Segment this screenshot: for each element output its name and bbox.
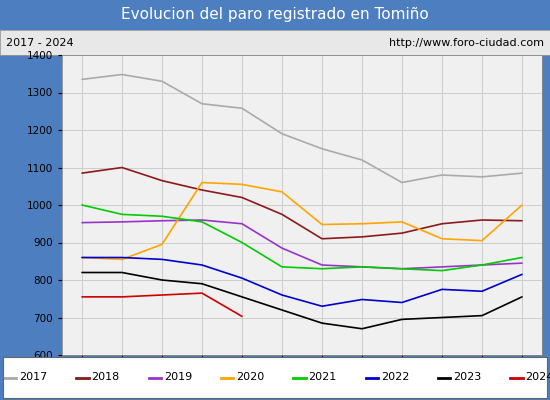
Text: 2021: 2021 [309, 372, 337, 382]
Text: 2024: 2024 [525, 372, 550, 382]
Text: 2019: 2019 [164, 372, 192, 382]
Text: 2020: 2020 [236, 372, 265, 382]
Text: 2017 - 2024: 2017 - 2024 [6, 38, 73, 48]
Text: 2023: 2023 [453, 372, 481, 382]
Text: http://www.foro-ciudad.com: http://www.foro-ciudad.com [389, 38, 544, 48]
Text: 2022: 2022 [381, 372, 409, 382]
Text: 2018: 2018 [91, 372, 120, 382]
Text: 2017: 2017 [19, 372, 47, 382]
Text: Evolucion del paro registrado en Tomiño: Evolucion del paro registrado en Tomiño [121, 8, 429, 22]
